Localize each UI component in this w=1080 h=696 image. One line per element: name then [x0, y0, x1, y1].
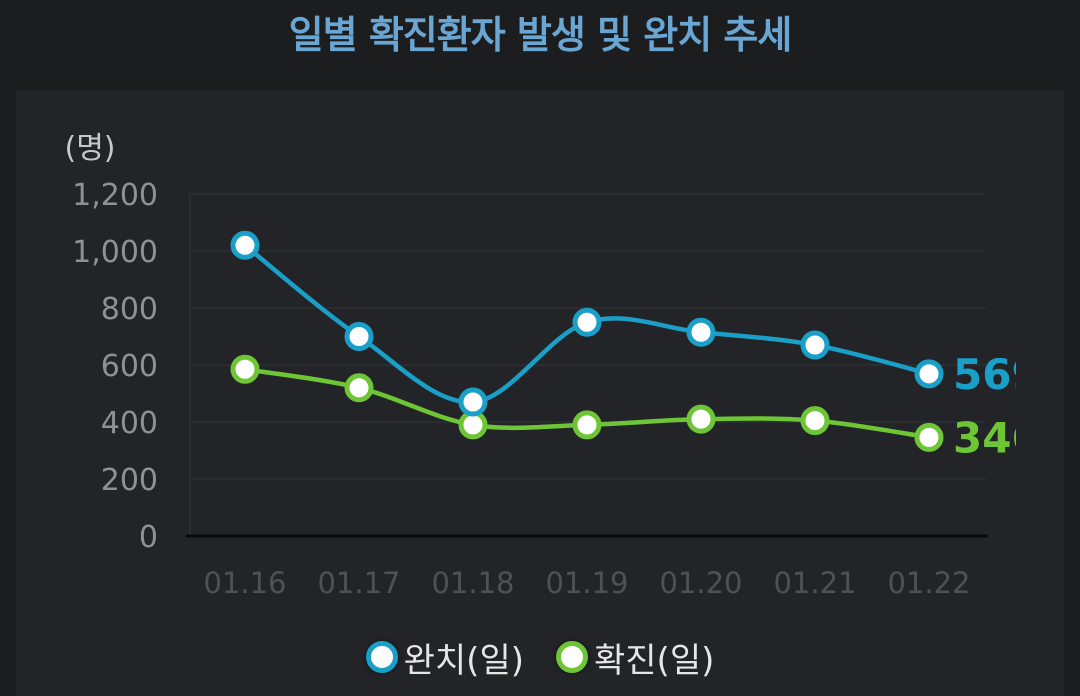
x-tick-label: 01.21: [773, 566, 856, 600]
y-tick-label: 0: [139, 520, 158, 555]
y-tick-label: 600: [101, 349, 158, 384]
y-tick-label: 200: [101, 463, 158, 498]
x-tick-label: 01.20: [659, 566, 742, 600]
data-point: [914, 359, 944, 389]
data-point: [800, 330, 830, 360]
legend-label: 확진(일): [594, 640, 715, 681]
end-value-label: 346: [953, 413, 1041, 462]
data-point: [344, 322, 374, 351]
data-point: [686, 404, 716, 434]
data-point: [914, 422, 944, 452]
data-point: [572, 410, 602, 440]
y-tick-label: 400: [101, 406, 158, 441]
x-tick-label: 01.17: [317, 566, 400, 600]
data-point: [230, 354, 260, 384]
chart-title: 일별 확진환자 발생 및 완치 추세: [288, 13, 793, 57]
data-point: [458, 387, 488, 417]
data-point: [800, 406, 830, 436]
data-point: [686, 317, 716, 347]
legend-marker-icon: [556, 641, 588, 673]
legend-item-confirmed[interactable]: 확진(일): [556, 633, 714, 682]
y-axis-unit-label: (명): [64, 131, 115, 166]
end-value-label: 569: [953, 350, 1041, 399]
x-tick-label: 01.18: [431, 566, 514, 600]
x-tick-label: 01.19: [545, 566, 628, 600]
data-point: [230, 230, 260, 260]
y-tick-label: 1,000: [72, 235, 158, 270]
x-tick-label: 01.22: [887, 566, 970, 600]
y-tick-label: 800: [101, 292, 158, 327]
legend-marker-icon: [365, 641, 398, 673]
data-point: [344, 373, 374, 403]
x-tick-label: 01.16: [203, 566, 286, 600]
chart-legend: 완치(일) 확진(일): [0, 632, 1080, 682]
y-tick-label: 1,200: [72, 178, 158, 213]
legend-label: 완치(일): [403, 640, 524, 681]
data-point: [572, 307, 602, 337]
legend-item-recovered[interactable]: 완치(일): [365, 633, 524, 682]
